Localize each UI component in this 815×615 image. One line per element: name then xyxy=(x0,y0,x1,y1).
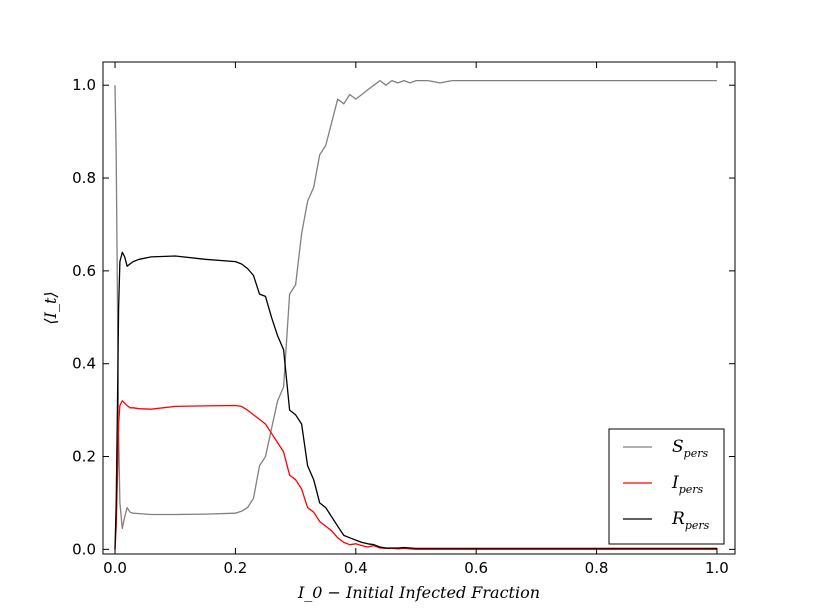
x-tick-label: 0.4 xyxy=(344,559,368,577)
x-tick-label: 0.2 xyxy=(223,559,247,577)
series-layer xyxy=(114,79,717,551)
legend-box xyxy=(608,428,725,545)
x-tick-label: 0.8 xyxy=(585,559,609,577)
y-tick-label: 0.0 xyxy=(72,540,96,558)
series-line-i xyxy=(114,400,717,551)
y-tick-label: 0.8 xyxy=(72,169,96,187)
y-tick-label: 0.6 xyxy=(72,262,96,280)
legend-label: Ipers xyxy=(671,473,704,496)
legend-label: Spers xyxy=(672,437,708,460)
series-line-r xyxy=(114,251,717,550)
ticks-layer: 0.0 0.2 0.4 0.6 0.8 1.0 0.0 0.2 0.4 0.6 0.8 1.0 xyxy=(72,62,735,577)
x-axis-label: I_0 − Initial Infected Fraction xyxy=(297,583,540,602)
legend-label: Rpers xyxy=(671,509,710,532)
plot-frame xyxy=(102,61,736,555)
series-line-s xyxy=(114,79,717,530)
legend: Spers Ipers Rpers xyxy=(608,428,725,545)
x-tick-label: 0.0 xyxy=(103,559,127,577)
y-tick-label: 0.2 xyxy=(72,448,96,466)
y-axis-label: ⟨I_t⟩ xyxy=(41,291,60,324)
y-tick-label: 0.4 xyxy=(72,355,96,373)
x-tick-label: 0.6 xyxy=(464,559,488,577)
y-tick-label: 1.0 xyxy=(72,76,96,94)
x-tick-label: 1.0 xyxy=(705,559,729,577)
